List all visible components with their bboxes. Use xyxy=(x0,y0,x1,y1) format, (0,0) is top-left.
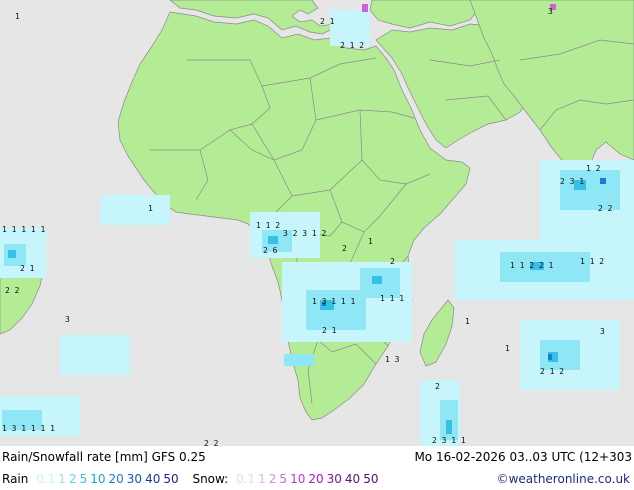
land-asia xyxy=(469,0,634,185)
forecast-datetime: Mo 16-02-2026 03..03 UTC (12+303 xyxy=(414,450,632,464)
precip-label: 1 1 1 1 1 xyxy=(2,225,46,234)
precip-label: 2 xyxy=(390,257,395,266)
precip-label: 1 3 1 1 1 1 xyxy=(2,424,55,433)
precip-label: 1 3 xyxy=(385,355,400,364)
precip-label: 2 3 1 xyxy=(560,177,585,186)
rain-legend-value: 1 xyxy=(58,472,66,486)
map-canvas xyxy=(0,0,634,446)
snow-legend-values: 0.1 1 2 5 10 20 30 40 50 xyxy=(236,472,384,486)
snow-legend-value: 20 xyxy=(308,472,324,486)
precip-label: 3 xyxy=(548,7,553,16)
precip-label: 1 1 1 xyxy=(380,294,405,303)
precipitation-areas xyxy=(0,4,634,446)
rain-legend-value: 30 xyxy=(126,472,143,486)
precip-label: 2 1 2 xyxy=(540,367,565,376)
precip-label: 2 6 xyxy=(263,246,278,255)
precip-label: 1 xyxy=(15,12,20,21)
precip-label: 1 xyxy=(148,204,153,213)
rain-legend-values: 0.1 1 2 5 10 20 30 40 50 xyxy=(36,472,184,486)
precip-label: 3 xyxy=(65,315,70,324)
precip-label: 1 1 2 2 1 xyxy=(510,261,554,270)
precip-label: 2 2 xyxy=(5,286,20,295)
rain-legend-label: Rain xyxy=(2,472,29,486)
legend-row: Rain 0.1 1 2 5 10 20 30 40 50 Snow: 0.1 1 2 5 10 20 30… xyxy=(0,468,634,490)
map-footer: Rain/Snowfall rate [mm] GFS 0.25 Mo 16-0… xyxy=(0,446,634,490)
title-row: Rain/Snowfall rate [mm] GFS 0.25 Mo 16-0… xyxy=(0,446,634,468)
land-madagascar xyxy=(419,299,455,367)
precip-label: 1 3 1 1 1 xyxy=(312,297,356,306)
snow-legend-value: 2 xyxy=(268,472,277,486)
credit-link[interactable]: ©weatheronline.co.uk xyxy=(496,472,630,486)
precip-label: 2 xyxy=(435,382,440,391)
precip-label: 2 1 xyxy=(320,17,335,26)
precip-label: 3 xyxy=(600,327,605,336)
precip-label: 1 xyxy=(505,344,510,353)
precip-label: 1 xyxy=(465,317,470,326)
precip-label: 2 xyxy=(342,244,347,253)
rain-legend-value: 40 xyxy=(145,472,161,486)
snow-legend-value: 10 xyxy=(290,472,306,486)
precip-label: 1 2 xyxy=(586,164,601,173)
snow-legend-value: 30 xyxy=(326,472,342,486)
snow-legend-value: 1 xyxy=(258,472,266,486)
snow-legend-label: Snow: xyxy=(192,472,229,486)
precip-label: 2 1 xyxy=(322,326,337,335)
snow-legend-value: 50 xyxy=(363,472,379,486)
precip-label: 2 2 xyxy=(598,204,613,213)
rain-legend-value: 2 xyxy=(68,472,77,486)
rain-legend-value: 20 xyxy=(108,472,124,486)
precip-label: 1 1 2 xyxy=(580,257,605,266)
snow-legend-value: 5 xyxy=(279,472,288,486)
precip-label: 1 xyxy=(368,237,373,246)
snow-legend-value: 0.1 xyxy=(236,472,256,486)
precip-label: 2 1 xyxy=(20,264,35,273)
rain-legend-value: 10 xyxy=(90,472,106,486)
precip-label: 2 3 1 1 xyxy=(432,436,466,445)
precip-label: 1 1 2 xyxy=(256,221,281,230)
land-middle-east xyxy=(375,23,531,149)
precip-label: 2 2 xyxy=(204,439,219,447)
rain-legend-value: 5 xyxy=(79,472,88,486)
precip-label: 2 1 2 xyxy=(340,41,365,50)
rain-legend-value: 50 xyxy=(163,472,179,486)
precip-label: 3 2 3 1 2 xyxy=(283,229,327,238)
rain-legend-value: 0.1 xyxy=(36,472,56,486)
snow-legend-value: 40 xyxy=(344,472,361,486)
map-title: Rain/Snowfall rate [mm] GFS 0.25 xyxy=(2,450,206,464)
legend: Rain 0.1 1 2 5 10 20 30 40 50 Snow: 0.1 1 2 5 10 20 30… xyxy=(2,468,388,490)
